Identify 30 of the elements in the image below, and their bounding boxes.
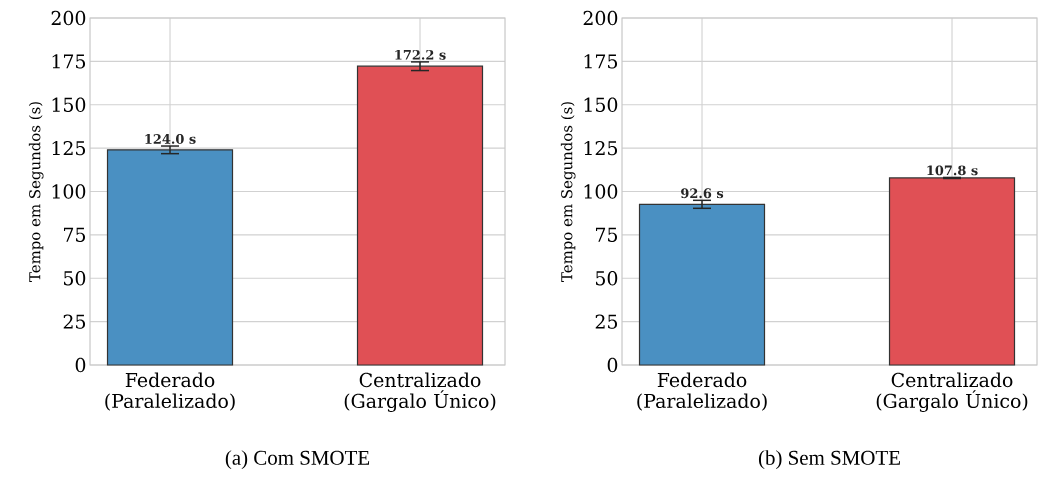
data-label: 172.2 s bbox=[395, 49, 446, 60]
y-tick-label: 200 bbox=[583, 10, 618, 26]
y-tick-label: 100 bbox=[52, 184, 86, 199]
y-axis-title: Tempo em Segundos (s) bbox=[28, 102, 44, 282]
x-tick-label: Centralizado (Gargalo Único) bbox=[344, 372, 496, 413]
y-tick-label: 75 bbox=[64, 227, 86, 242]
data-label: 124.0 s bbox=[145, 134, 196, 144]
y-tick-label: 50 bbox=[596, 271, 618, 286]
y-tick-label: 50 bbox=[64, 271, 86, 286]
x-tick-label: Centralizado (Gargalo Único) bbox=[876, 372, 1028, 413]
y-tick-label: 25 bbox=[595, 314, 618, 329]
x-tick-label: Federado (Paralelizado) bbox=[637, 372, 767, 411]
y-tick-label: 150 bbox=[584, 97, 618, 112]
y-tick-label: 150 bbox=[52, 97, 86, 112]
x-tick-label: Federado (Paralelizado) bbox=[105, 372, 235, 411]
y-tick-label: 25 bbox=[63, 314, 86, 329]
data-label: 107.8 s bbox=[927, 165, 978, 176]
y-tick-label: 75 bbox=[596, 227, 618, 242]
y-tick-label: 200 bbox=[51, 10, 86, 26]
y-tick-label: 175 bbox=[52, 54, 86, 69]
data-label: 92.6 s bbox=[681, 188, 724, 199]
y-tick-label: 175 bbox=[584, 54, 618, 69]
text: (b) Sem SMOTE bbox=[758, 450, 900, 470]
y-tick-label: 100 bbox=[584, 184, 618, 199]
text: (a) Com SMOTE bbox=[225, 450, 370, 470]
y-tick-label: 125 bbox=[52, 140, 86, 156]
y-tick-label: 125 bbox=[584, 140, 618, 156]
y-axis-title: Tempo em Segundos (s) bbox=[560, 102, 576, 282]
y-tick-label: 0 bbox=[607, 357, 618, 373]
y-tick-label: 0 bbox=[75, 357, 86, 373]
